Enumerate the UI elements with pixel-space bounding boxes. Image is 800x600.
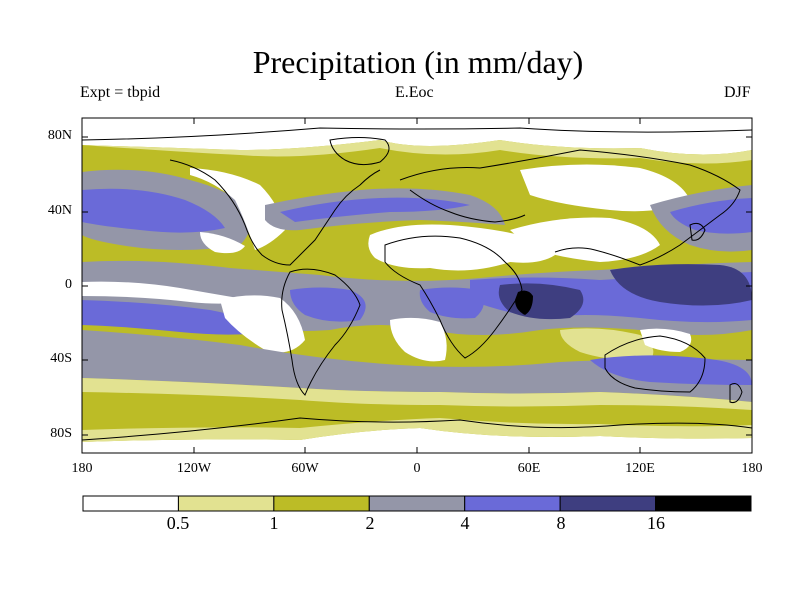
maritime-dark — [610, 264, 752, 306]
lat-tick-label: 80N — [47, 128, 72, 143]
colorbar-swatch — [655, 495, 752, 512]
colorbar-swatch — [464, 495, 561, 512]
baja-dry — [200, 232, 245, 254]
amazon-blue — [290, 287, 366, 322]
coast-africa — [384, 235, 523, 359]
colorbar-label: 16 — [647, 513, 665, 533]
colorbar-swatch — [273, 495, 370, 512]
colorbar-label: 0.5 — [166, 513, 190, 533]
asia-dry — [520, 164, 690, 212]
australia-dry — [640, 328, 692, 352]
lat-tick-label: 0 — [65, 277, 72, 292]
s-track-gray — [82, 330, 752, 402]
s-track-blue — [590, 355, 752, 385]
south-light-band — [82, 418, 752, 442]
lon-tick-label: 120W — [176, 461, 212, 476]
arctic-dry — [82, 118, 752, 155]
lat-tick-label: 40S — [50, 351, 72, 366]
coast-europe — [409, 189, 526, 223]
lon-tick-label: 180 — [71, 461, 93, 476]
coast-greenland — [329, 137, 390, 166]
experiment-label: Expt = tbpid — [80, 84, 161, 101]
colorbar — [82, 495, 752, 512]
arabia-dry — [510, 217, 660, 262]
coastlines — [82, 127, 752, 441]
s-indian-light — [560, 328, 654, 361]
lon-tick-label: 0 — [413, 461, 421, 476]
lat-tick-label: 80S — [50, 426, 72, 441]
season-label: DJF — [724, 84, 751, 101]
lon-tick-label: 60W — [291, 461, 319, 476]
axis-ticks — [81, 118, 753, 453]
chart-title: Precipitation (in mm/day) — [252, 44, 584, 80]
s-track-light — [82, 378, 752, 410]
lon-tick-label: 60E — [517, 461, 541, 476]
itcz-white-pacific — [82, 281, 250, 304]
lon-tick-label: 180 — [741, 461, 763, 476]
natlantic-blue — [280, 197, 470, 222]
precip-field — [82, 118, 752, 453]
congo-blue — [419, 287, 484, 319]
colorbar-swatch — [559, 495, 657, 512]
colorbar-label: 2 — [365, 513, 375, 533]
north-light-band — [82, 140, 752, 164]
npacific-blue — [82, 188, 225, 233]
n-america-dry — [190, 168, 285, 250]
colorbar-label: 8 — [556, 513, 566, 533]
lat-tick-label: 40N — [47, 203, 72, 218]
sahara-dry — [368, 224, 555, 271]
colorbar-swatch — [368, 495, 466, 512]
lon-tick-label: 120E — [625, 461, 655, 476]
case-label: E.Eoc — [395, 84, 434, 101]
itcz-blue — [82, 300, 280, 335]
coast-north-america — [169, 159, 381, 266]
antarctic-dry — [82, 428, 752, 453]
se-pacific-dry — [220, 295, 305, 353]
coast-japan — [689, 222, 706, 241]
colorbar-swatch — [177, 495, 275, 512]
s-atlantic-dry — [390, 317, 447, 362]
coast-madagascar — [517, 290, 533, 315]
coast-australia — [604, 335, 706, 393]
coast-new-zealand — [729, 383, 743, 403]
colorbar-label: 4 — [460, 513, 470, 533]
colorbar-label: 1 — [269, 513, 279, 533]
coast-arctic — [82, 127, 752, 141]
coast-eurasia — [399, 149, 741, 266]
colorbar-swatch — [82, 495, 179, 512]
coast-antarctica — [82, 417, 752, 441]
coast-south-america — [281, 268, 361, 396]
